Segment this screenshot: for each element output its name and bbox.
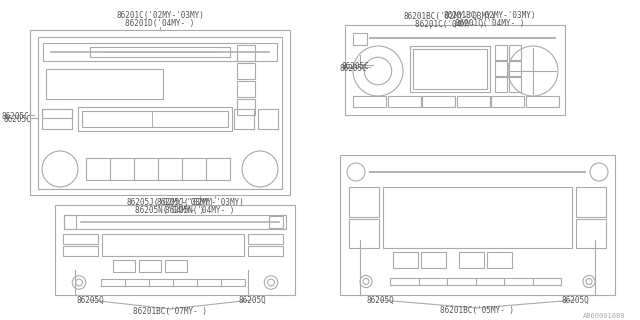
Bar — [387, 96, 420, 107]
Bar — [383, 187, 572, 248]
Bar — [353, 96, 386, 107]
Text: 86205Q: 86205Q — [561, 296, 589, 305]
Bar — [139, 260, 161, 272]
Bar — [42, 109, 72, 118]
Bar — [576, 219, 606, 248]
Text: 86201C('02MY-'03MY): 86201C('02MY-'03MY) — [116, 11, 204, 20]
Bar — [509, 61, 521, 76]
Bar — [64, 215, 76, 229]
Bar — [234, 109, 254, 129]
Bar — [237, 45, 255, 61]
Bar — [525, 96, 559, 107]
Text: A860001080: A860001080 — [582, 313, 625, 319]
Text: 86205C: 86205C — [341, 62, 369, 71]
Bar — [237, 63, 255, 79]
Bar — [248, 246, 283, 256]
Bar — [349, 187, 379, 217]
Bar — [410, 46, 490, 92]
Bar — [345, 25, 565, 115]
Text: 86205Q: 86205Q — [76, 296, 104, 305]
Bar — [456, 96, 490, 107]
Bar — [86, 158, 230, 180]
Text: 86201C('04MY- ): 86201C('04MY- ) — [455, 19, 525, 28]
Bar — [422, 96, 455, 107]
Bar — [55, 205, 295, 295]
Bar — [258, 109, 278, 129]
Bar — [576, 187, 606, 217]
Text: 86201C('04MY- ): 86201C('04MY- ) — [415, 20, 484, 29]
Bar — [459, 252, 484, 268]
Bar — [495, 77, 507, 92]
Text: 86201BC('02MY-'03MY): 86201BC('02MY-'03MY) — [404, 12, 496, 21]
Bar — [82, 111, 228, 127]
Bar — [421, 252, 446, 268]
Bar — [248, 234, 283, 244]
Bar — [30, 30, 290, 195]
Bar — [269, 216, 283, 228]
Bar — [38, 37, 282, 189]
Bar — [46, 69, 163, 99]
Text: 86201BC('05MY- ): 86201BC('05MY- ) — [440, 306, 514, 315]
Bar — [164, 260, 187, 272]
Text: 86201BC('07MY- ): 86201BC('07MY- ) — [133, 307, 207, 316]
Text: 86201BC('02MY-'03MY): 86201BC('02MY-'03MY) — [444, 11, 536, 20]
Bar — [509, 45, 521, 60]
Bar — [78, 107, 232, 131]
Bar — [113, 260, 134, 272]
Text: 86201D('04MY- ): 86201D('04MY- ) — [125, 19, 195, 28]
Text: 86205C: 86205C — [3, 115, 31, 124]
Text: 86205N('04MY- ): 86205N('04MY- ) — [135, 206, 205, 215]
Bar — [491, 96, 524, 107]
Text: 86205Q: 86205Q — [366, 296, 394, 305]
Bar — [63, 246, 98, 256]
Bar — [42, 109, 72, 129]
Bar — [64, 215, 286, 229]
Bar — [102, 234, 244, 256]
Text: 86205C: 86205C — [340, 64, 368, 73]
Bar — [393, 252, 418, 268]
Bar — [509, 77, 521, 92]
Bar — [487, 252, 512, 268]
Bar — [390, 278, 561, 285]
Text: 86205N('04MY- ): 86205N('04MY- ) — [165, 206, 235, 215]
Text: 86205Q: 86205Q — [238, 296, 266, 305]
Text: 86205C: 86205C — [2, 112, 29, 121]
Bar — [43, 43, 277, 61]
Bar — [63, 234, 98, 244]
Bar — [101, 279, 245, 286]
Bar — [353, 33, 367, 45]
Bar — [237, 99, 255, 115]
Text: 86205J('02MY-'03MY): 86205J('02MY-'03MY) — [126, 198, 214, 207]
Bar — [495, 61, 507, 76]
Text: 86205J('02MY-'03MY): 86205J('02MY-'03MY) — [156, 198, 244, 207]
Bar — [340, 155, 615, 295]
Bar — [349, 219, 379, 248]
Bar — [237, 81, 255, 97]
Bar — [90, 47, 230, 57]
Bar — [495, 45, 507, 60]
Bar — [413, 49, 487, 89]
